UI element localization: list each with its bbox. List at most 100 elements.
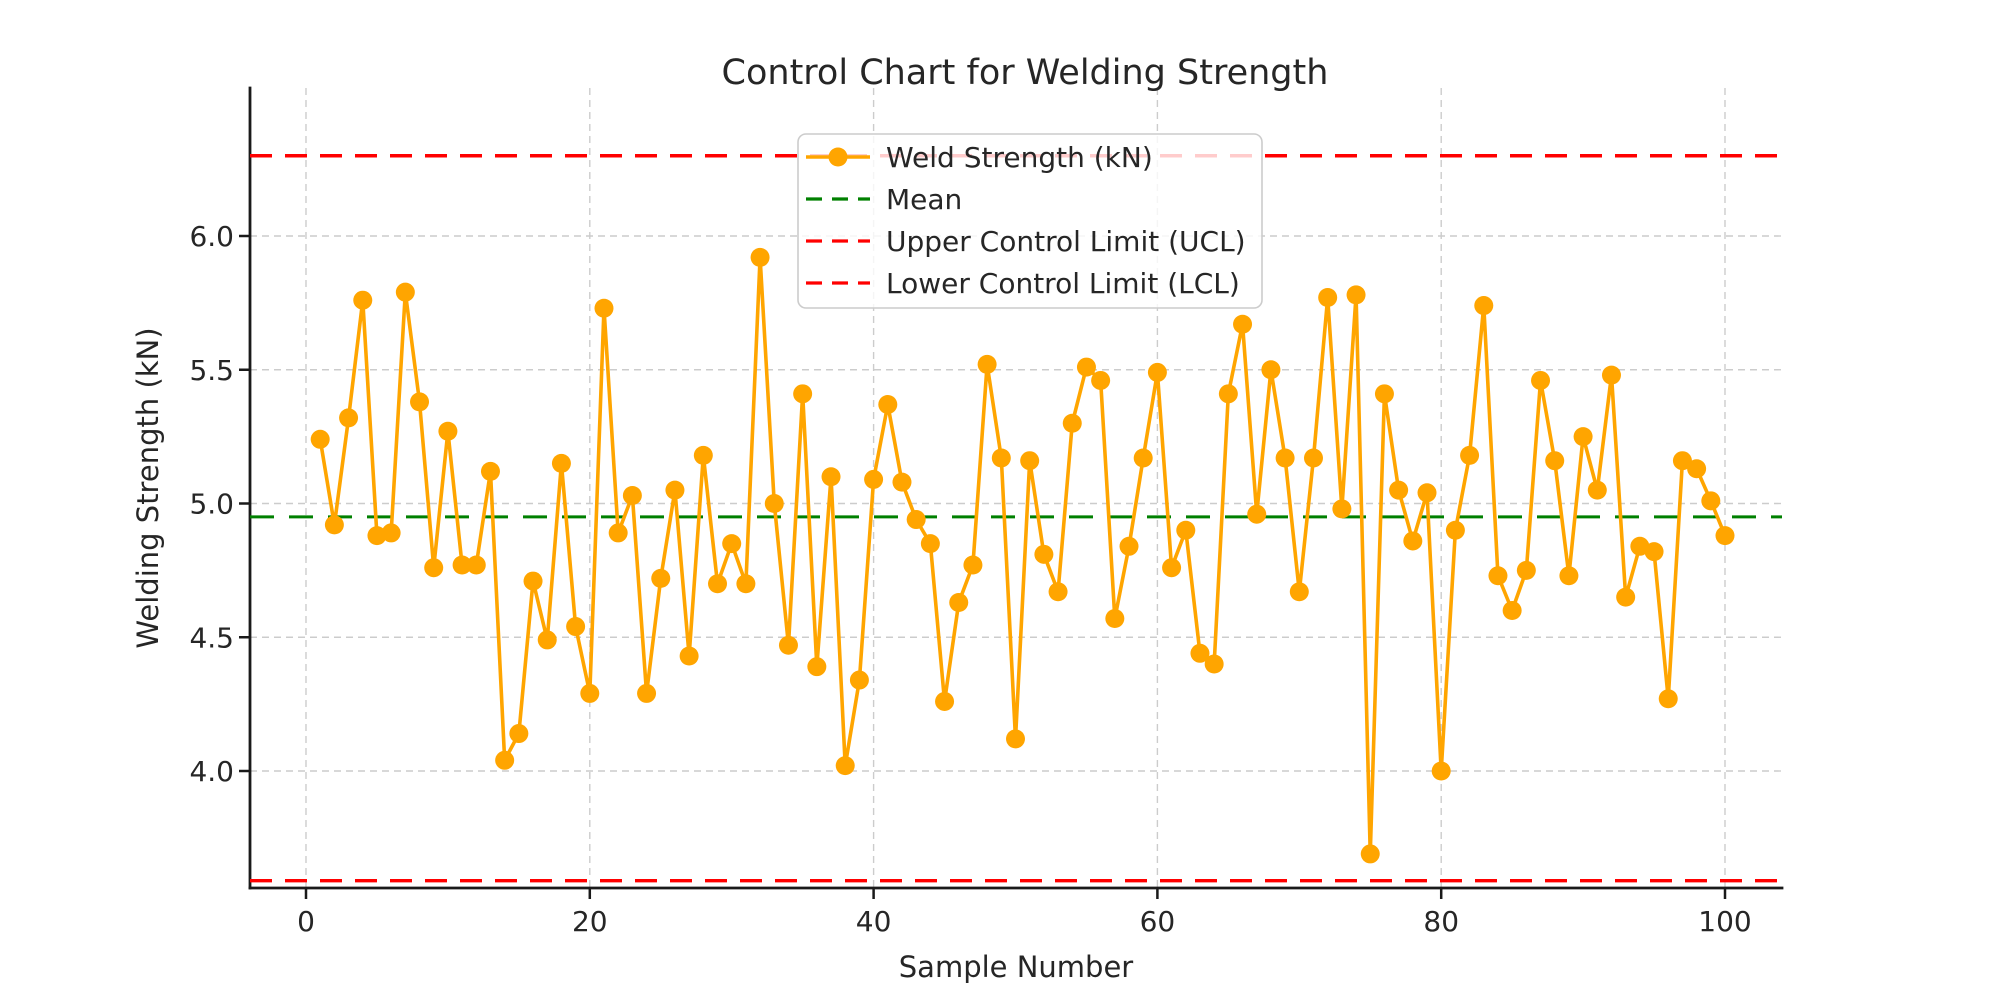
y-tick-label: 4.0: [189, 755, 234, 788]
data-point-marker: [793, 384, 813, 404]
data-point-marker: [949, 592, 969, 612]
x-axis-label: Sample Number: [899, 950, 1134, 984]
data-point-marker: [367, 526, 387, 546]
data-point-marker: [1474, 296, 1494, 316]
legend-label: Mean: [886, 183, 962, 216]
data-point-marker: [1545, 451, 1565, 471]
data-point-marker: [1247, 504, 1267, 524]
data-point-marker: [438, 421, 458, 441]
data-point-marker: [1303, 448, 1323, 468]
data-point-marker: [1204, 654, 1224, 674]
data-point-marker: [1587, 480, 1607, 500]
data-point-marker: [693, 445, 713, 465]
data-point-marker: [1218, 384, 1238, 404]
data-point-marker: [849, 670, 869, 690]
legend-marker-sample: [828, 147, 848, 167]
data-point-marker: [1502, 601, 1522, 620]
data-point-marker: [878, 395, 898, 415]
data-point-marker: [1275, 448, 1295, 468]
data-point-marker: [608, 523, 628, 543]
legend-label: Upper Control Limit (UCL): [886, 225, 1246, 258]
y-tick-labels: 4.0 4.5 5.0 5.5 6.0: [189, 220, 234, 788]
data-point-marker: [935, 691, 955, 711]
data-point-marker: [551, 453, 571, 473]
data-point-marker: [637, 683, 657, 703]
x-tick-label: 100: [1698, 905, 1751, 938]
data-point-marker: [1119, 536, 1139, 556]
data-point-marker: [1672, 451, 1692, 471]
data-point-marker: [651, 568, 671, 588]
data-point-marker: [594, 298, 614, 318]
data-point-marker: [495, 750, 515, 770]
data-point-marker: [1431, 761, 1451, 781]
data-point-marker: [1332, 499, 1352, 519]
x-tick-label: 60: [1140, 905, 1176, 938]
data-point-marker: [480, 461, 500, 481]
x-tick-labels: 0 20 40 60 80 100: [297, 905, 1752, 938]
data-point-marker: [1417, 483, 1437, 503]
data-point-marker: [1162, 558, 1182, 578]
data-point-marker: [906, 510, 926, 530]
data-point-marker: [1048, 582, 1068, 602]
data-point-marker: [736, 574, 756, 594]
y-tick-label: 5.5: [189, 354, 234, 387]
data-point-marker: [1006, 729, 1025, 749]
data-point-marker: [1616, 587, 1636, 607]
data-point-marker: [835, 756, 855, 776]
data-point-marker: [1147, 362, 1167, 382]
data-point-marker: [920, 534, 940, 554]
data-point-marker: [1516, 560, 1536, 580]
data-point-marker: [1190, 643, 1210, 663]
data-point-marker: [1318, 288, 1338, 308]
data-point-marker: [1531, 370, 1551, 390]
legend-item: Lower Control Limit (LCL): [806, 267, 1240, 300]
data-point-marker: [1374, 384, 1394, 404]
data-point-marker: [1233, 314, 1253, 334]
data-point-marker: [1715, 526, 1735, 546]
legend-item: Weld Strength (kN): [806, 141, 1153, 174]
legend-box: [797, 133, 1263, 309]
weld-strength-markers: [310, 247, 1735, 864]
x-tick-label: 40: [856, 905, 892, 938]
data-point-marker: [963, 555, 983, 575]
data-point-marker: [395, 282, 415, 302]
data-point-marker: [353, 290, 373, 310]
data-point-marker: [537, 630, 557, 650]
data-point-marker: [1091, 370, 1111, 390]
data-point-marker: [1346, 285, 1366, 305]
data-point-marker: [324, 515, 344, 535]
data-point-marker: [892, 472, 912, 492]
x-tick-label: 0: [297, 905, 315, 938]
y-tick-label: 6.0: [189, 220, 234, 253]
data-point-marker: [452, 555, 472, 575]
data-point-marker: [1076, 357, 1096, 377]
data-point-marker: [1601, 365, 1621, 385]
data-point-marker: [1133, 448, 1153, 468]
data-point-marker: [1020, 451, 1040, 471]
legend-label: Weld Strength (kN): [886, 141, 1153, 174]
x-tick-label: 20: [572, 905, 608, 938]
data-point-marker: [1034, 544, 1054, 564]
y-tick-label: 4.5: [189, 621, 234, 654]
data-point-marker: [1559, 566, 1579, 586]
data-point-marker: [1687, 459, 1707, 479]
data-point-marker: [410, 392, 430, 412]
data-point-marker: [1360, 844, 1380, 864]
data-point-marker: [708, 574, 728, 594]
data-point-marker: [1105, 609, 1125, 629]
data-point-marker: [1701, 491, 1721, 511]
data-point-marker: [778, 635, 798, 655]
data-point-marker: [339, 408, 359, 428]
data-point-marker: [424, 558, 444, 578]
data-point-marker: [1573, 427, 1593, 447]
data-point-marker: [864, 469, 884, 489]
data-point-marker: [466, 555, 486, 575]
x-tick-label: 80: [1423, 905, 1459, 938]
tick-marks: [239, 234, 1727, 899]
data-point-marker: [1460, 445, 1480, 465]
chart-title: Control Chart for Welding Strength: [722, 53, 1329, 93]
data-point-marker: [750, 247, 770, 267]
data-point-marker: [1062, 413, 1082, 433]
